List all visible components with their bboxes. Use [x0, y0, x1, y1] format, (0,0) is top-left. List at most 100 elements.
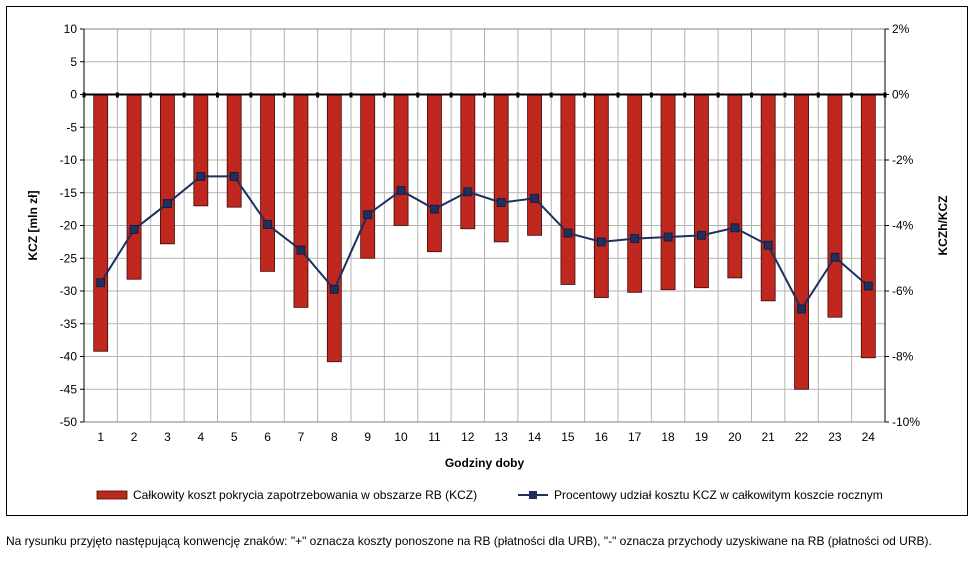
y-tick-label: -5	[66, 120, 77, 134]
bar	[293, 94, 309, 308]
line-point	[697, 230, 706, 240]
y2-tick-label: -8%	[892, 350, 914, 364]
line-point	[96, 278, 106, 288]
y-tick-label: -10	[60, 153, 78, 167]
line-point	[730, 223, 740, 233]
bar	[126, 94, 142, 280]
bar	[727, 94, 743, 279]
y2-tick-label: -10%	[892, 415, 920, 429]
x-tick-label: 6	[264, 430, 271, 444]
line-series	[96, 171, 873, 314]
line-point	[763, 240, 773, 250]
y-tick-label: 10	[64, 22, 78, 36]
y-tick-label: -30	[60, 284, 78, 298]
x-tick-label: 13	[495, 430, 509, 444]
x-tick-label: 16	[595, 430, 609, 444]
bar	[326, 94, 342, 363]
x-tick-label: 20	[728, 430, 742, 444]
x-tick-label: 21	[762, 430, 776, 444]
y2-tick-label: -2%	[892, 153, 914, 167]
bar	[93, 94, 109, 352]
line-point	[329, 284, 339, 294]
x-tick-label: 10	[394, 430, 408, 444]
bar	[627, 94, 643, 293]
x-tick-label: 17	[628, 430, 642, 444]
y-tick-label: -35	[60, 317, 78, 331]
y2-tick-label: -4%	[892, 219, 914, 233]
footnote: Na rysunku przyjęto następującą konwencj…	[6, 534, 932, 548]
series-line	[99, 175, 869, 311]
x-tick-label: 19	[695, 430, 709, 444]
y2-tick-label: -6%	[892, 284, 914, 298]
bar	[226, 94, 242, 208]
line-point	[463, 187, 473, 197]
x-tick-label: 8	[331, 430, 338, 444]
line-point	[163, 199, 172, 208]
line-point	[663, 232, 673, 242]
x-tick-label: 7	[298, 430, 305, 444]
x-tick-label: 23	[828, 430, 842, 444]
bar	[393, 94, 409, 226]
bar	[794, 94, 809, 390]
line-point	[263, 220, 272, 229]
bar	[694, 94, 709, 289]
bar	[460, 94, 476, 230]
y-tick-label: -45	[60, 382, 78, 396]
bar	[860, 94, 876, 359]
x-tick-label: 3	[164, 430, 171, 444]
x-tick-label: 2	[131, 430, 138, 444]
y-axis-title: KCZ [mln zł]	[26, 191, 40, 261]
x-tick-label: 11	[428, 430, 441, 444]
chart-svg: 10 5 0 -5 -10 -15 -20 -25 -30 -35 -40 -45 -50 2% 0% -2%…	[26, 22, 950, 502]
bar	[593, 94, 609, 298]
bar	[827, 94, 843, 318]
x-tick-label: 5	[231, 430, 238, 444]
line-point	[129, 225, 139, 234]
legend-swatch-marker	[529, 491, 537, 499]
line-point	[430, 204, 439, 214]
line-point	[229, 171, 239, 181]
line-point	[296, 245, 306, 255]
bar	[493, 94, 509, 243]
bar	[193, 94, 209, 207]
bar	[560, 94, 576, 285]
legend-label-line: Procentowy udział kosztu KCZ w całkowity…	[554, 488, 883, 502]
legend-swatch-bar	[96, 490, 128, 500]
line-point	[530, 193, 539, 203]
y2-tick-label: 2%	[892, 22, 910, 36]
legend: Całkowity koszt pokrycia zapotrzebowania…	[96, 488, 883, 502]
y-tick-label: -20	[60, 219, 78, 233]
bar	[427, 94, 442, 253]
line-point	[830, 252, 840, 262]
y-tick-label: -50	[60, 415, 78, 429]
line-point	[396, 186, 406, 195]
line-point	[563, 228, 573, 238]
y2-axis-title: KCZh/KCZ	[936, 196, 950, 256]
bar	[160, 94, 175, 245]
x-tick-label: 9	[364, 430, 371, 444]
y-tick-label: -40	[60, 350, 78, 364]
y-tick-label: -15	[60, 186, 78, 200]
x-tick-label: 1	[97, 430, 104, 444]
x-tick-label: 15	[561, 430, 575, 444]
line-point	[363, 210, 373, 220]
x-axis-title: Godziny doby	[445, 456, 525, 470]
x-tick-label: 18	[661, 430, 675, 444]
line-point	[196, 171, 206, 181]
tick-labels: 10 5 0 -5 -10 -15 -20 -25 -30 -35 -40 -45 -50 2% 0% -2%…	[60, 22, 921, 444]
chart-frame: 10 5 0 -5 -10 -15 -20 -25 -30 -35 -40 -45 -50 2% 0% -2%…	[6, 6, 968, 516]
bar	[760, 94, 776, 302]
line-point	[863, 281, 873, 291]
x-tick-label: 22	[795, 430, 809, 444]
x-tick-label: 24	[862, 430, 876, 444]
legend-label-bar: Całkowity koszt pokrycia zapotrzebowania…	[133, 488, 477, 502]
y-tick-label: 5	[70, 55, 77, 69]
y-tick-label: -25	[60, 251, 78, 265]
line-point	[797, 304, 806, 314]
bar	[660, 94, 676, 291]
y-tick-label: 0	[70, 88, 77, 102]
bar	[527, 94, 542, 236]
line-point	[630, 234, 640, 244]
axes	[80, 28, 889, 423]
x-tick-label: 4	[197, 430, 204, 444]
